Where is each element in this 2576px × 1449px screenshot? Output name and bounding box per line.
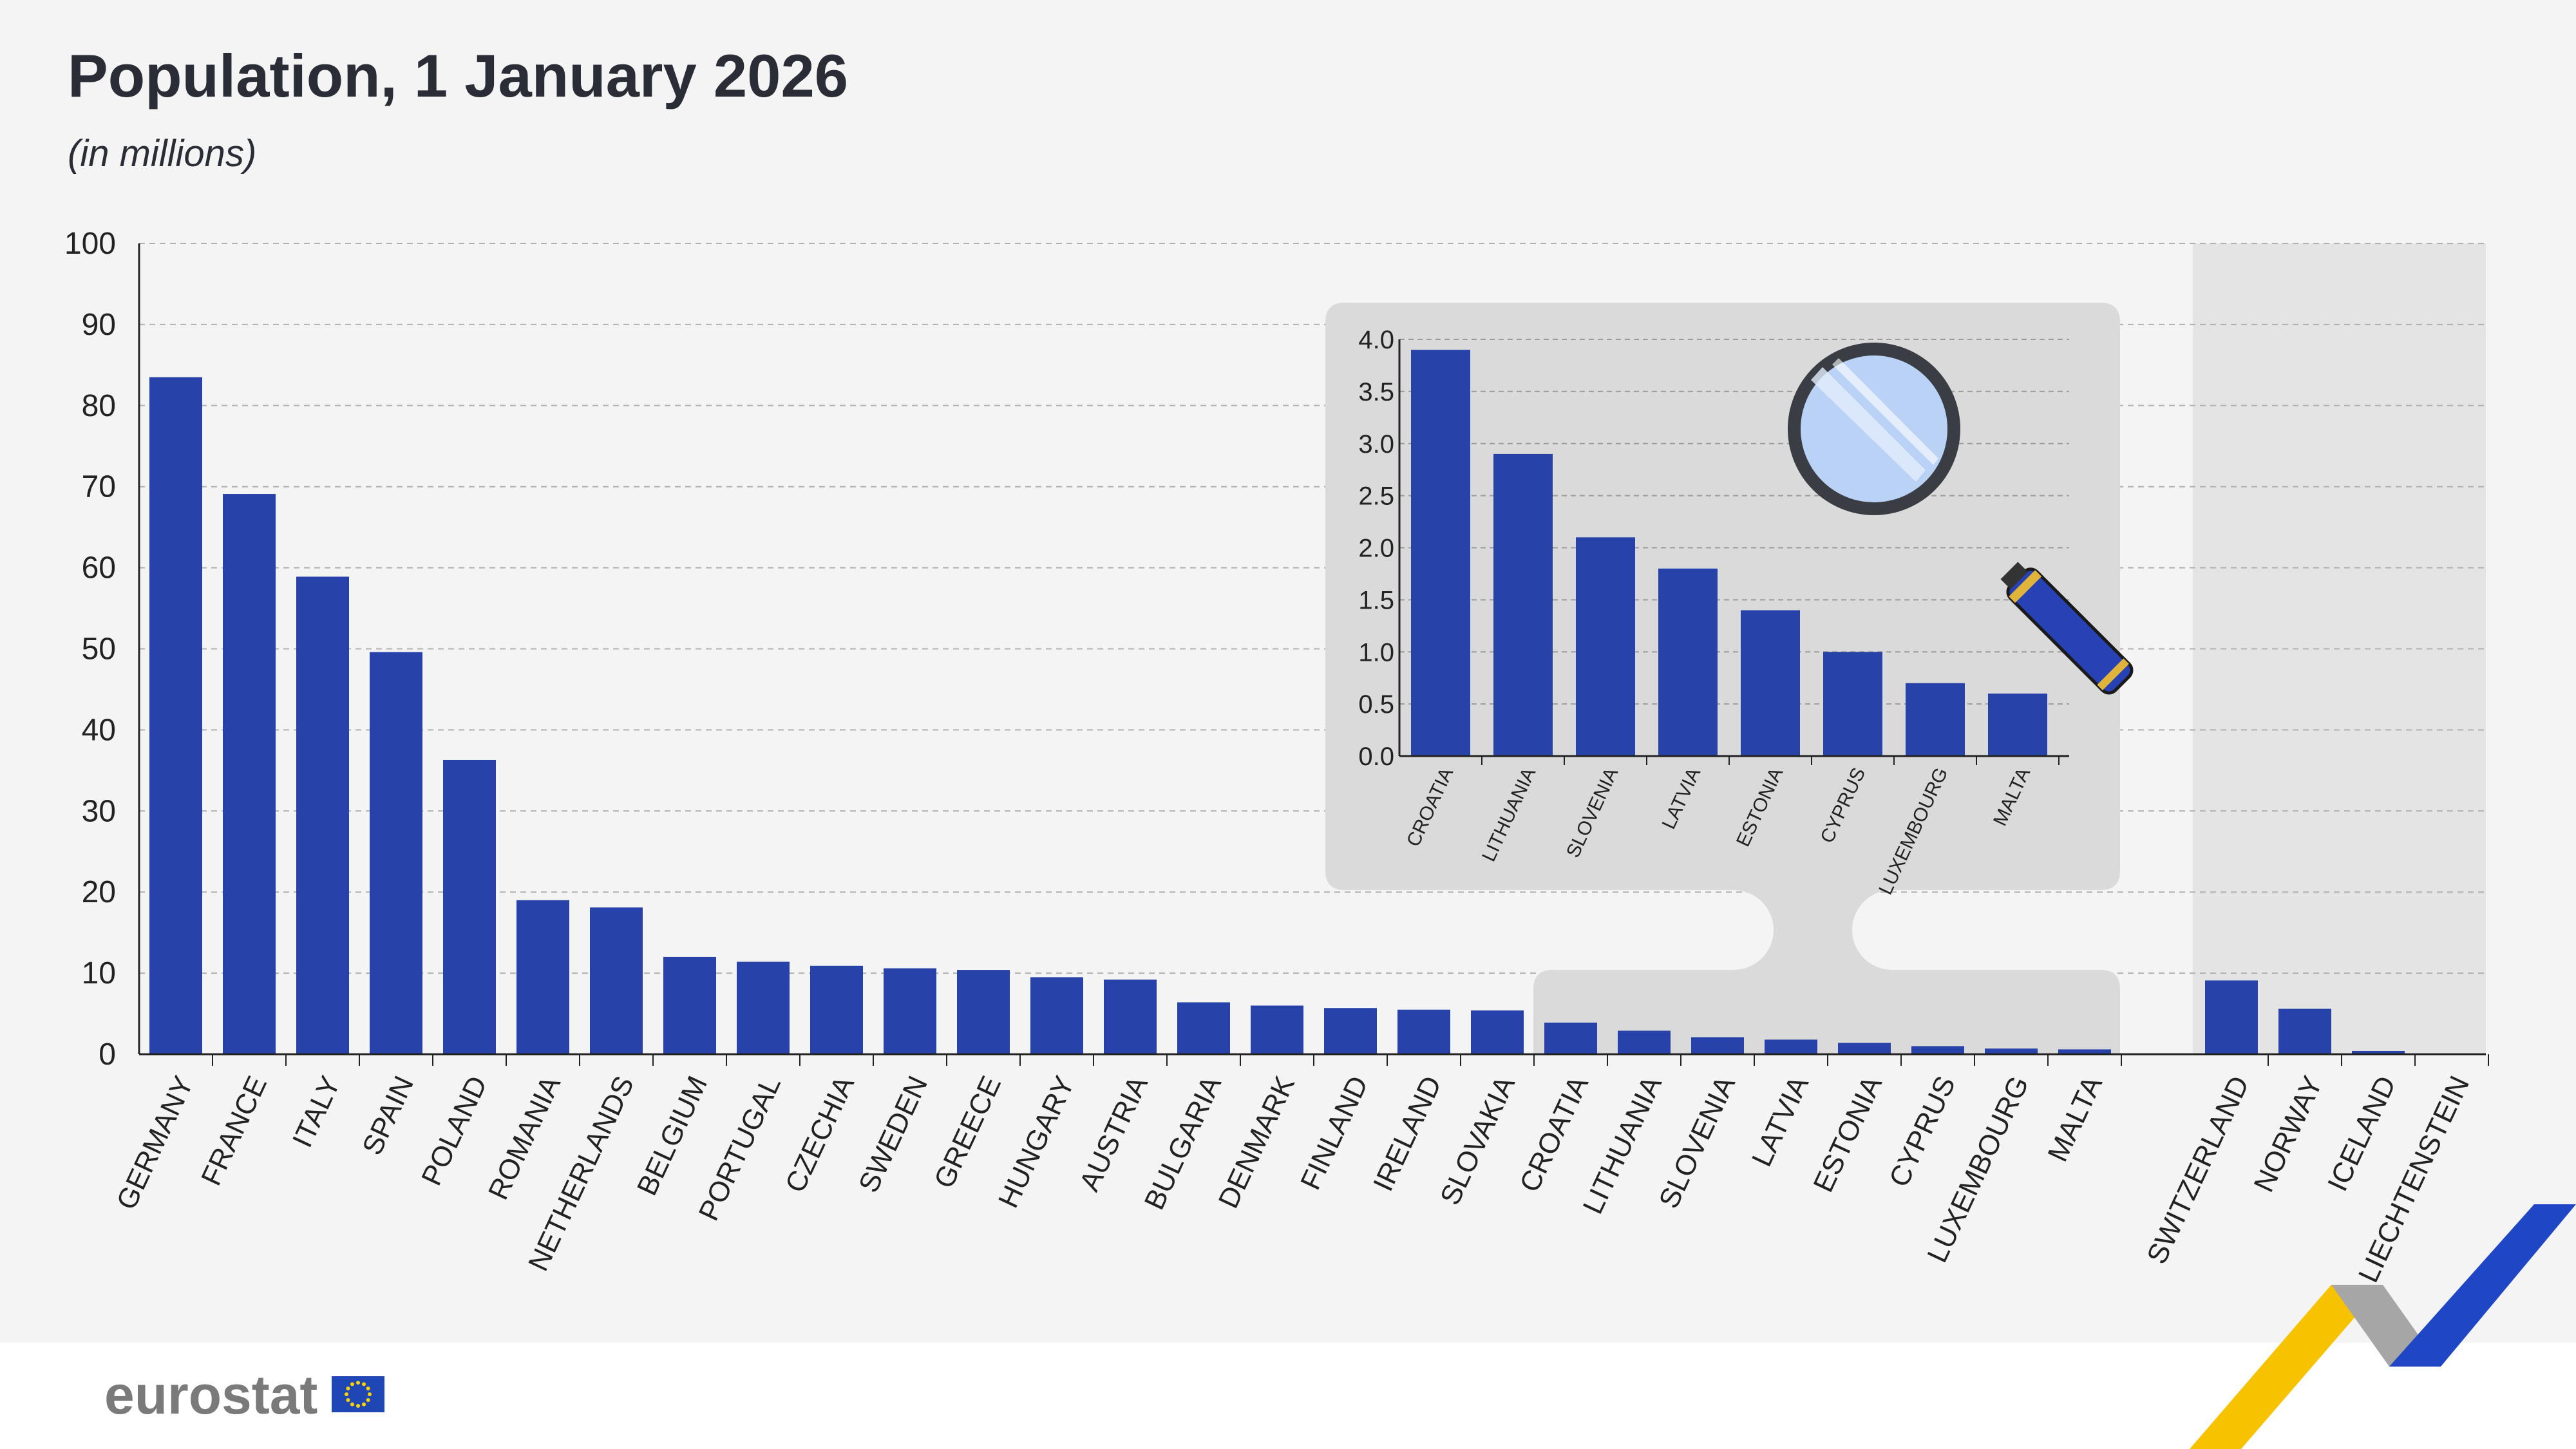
main-bar — [957, 970, 1010, 1054]
eu-flag-star — [362, 1402, 366, 1406]
inset-y-tick-labels: 0.0 0.5 1.0 1.5 2.0 2.5 3.0 3.5 4.0 — [1358, 326, 1394, 771]
main-y-tick-label: 0 — [99, 1037, 116, 1072]
main-y-tick-label: 90 — [82, 308, 116, 342]
main-bar — [1471, 1010, 1524, 1054]
main-bar — [1691, 1037, 1744, 1054]
eu-flag-icon — [332, 1376, 384, 1412]
inset-y-tick-label: 3.0 — [1358, 430, 1394, 459]
main-bar — [296, 576, 349, 1054]
inset-bar — [1411, 350, 1470, 756]
magnifying-glass-icon — [1788, 343, 2134, 695]
eurostat-logo-text: eurostat — [104, 1365, 317, 1425]
main-bar — [1251, 1005, 1303, 1054]
inset-y-tick-label: 3.5 — [1358, 378, 1394, 406]
main-bar — [1397, 1009, 1450, 1054]
main-y-tick-label: 60 — [82, 551, 116, 585]
inset-y-tick-label: 4.0 — [1358, 326, 1394, 354]
inset-bar — [1658, 568, 1718, 756]
main-y-tick-label: 10 — [82, 956, 116, 990]
main-bar — [370, 652, 422, 1054]
inset-y-tick-label: 1.5 — [1358, 586, 1394, 614]
main-bar — [1765, 1039, 1817, 1054]
main-bars — [149, 377, 2478, 1055]
eu-flag-star — [356, 1404, 360, 1408]
main-bar — [2352, 1050, 2405, 1054]
main-bar — [443, 759, 496, 1054]
inset-bar — [1906, 683, 1965, 756]
eu-flag-star — [346, 1398, 350, 1402]
main-y-tick-labels: 0 10 20 30 40 50 60 70 80 90 100 — [64, 227, 116, 1072]
inset-bars — [1411, 350, 2047, 756]
main-bar — [223, 494, 276, 1054]
main-bar — [1911, 1046, 1964, 1054]
main-y-tick-label: 20 — [82, 875, 116, 909]
ribbon-logo-icon — [2190, 1204, 2576, 1449]
main-y-tick-label: 70 — [82, 470, 116, 504]
inset-y-tick-label: 0.0 — [1358, 743, 1394, 771]
main-y-tick-label: 50 — [82, 632, 116, 667]
main-y-tick-label: 40 — [82, 713, 116, 747]
main-bar — [1104, 980, 1157, 1054]
main-bar — [2278, 1009, 2331, 1054]
eu-flag-star — [366, 1387, 370, 1390]
main-bar — [149, 377, 202, 1054]
inset-bar — [1493, 453, 1553, 756]
eu-flag-star — [350, 1402, 354, 1406]
main-x-tick-marks — [212, 1054, 2489, 1066]
main-bar — [1177, 1002, 1230, 1054]
inset-x-tick-marks — [1481, 756, 2060, 765]
chart-subtitle: (in millions) — [68, 133, 256, 175]
main-bar — [1985, 1048, 2038, 1054]
eu-flag-star — [368, 1392, 372, 1396]
inset-y-tick-label: 2.5 — [1358, 482, 1394, 511]
main-bar — [810, 965, 863, 1054]
main-bar — [1030, 977, 1083, 1054]
inset-bar — [1741, 610, 1800, 756]
eu-flag-star — [356, 1381, 360, 1385]
main-y-tick-label: 80 — [82, 389, 116, 423]
main-bar — [1324, 1008, 1377, 1054]
main-bar — [884, 968, 936, 1054]
eu-flag-star — [366, 1398, 370, 1402]
main-bar — [1838, 1043, 1891, 1054]
inset-bar — [1988, 693, 2047, 756]
eu-flag-star — [362, 1382, 366, 1387]
eu-flag-star — [350, 1382, 354, 1387]
main-y-tick-label: 30 — [82, 794, 116, 828]
main-bar — [2058, 1049, 2111, 1054]
main-bar — [1618, 1030, 1671, 1054]
eu-flag-star — [345, 1392, 348, 1396]
main-bar — [737, 961, 790, 1054]
main-bar — [516, 900, 569, 1054]
main-bar — [2205, 980, 2258, 1054]
chart-title: Population, 1 January 2026 — [68, 42, 848, 109]
footer-band — [0, 1343, 2576, 1449]
main-bar — [590, 907, 643, 1054]
main-bar — [1544, 1022, 1597, 1054]
main-bar — [663, 956, 716, 1054]
eu-flag-star — [346, 1387, 350, 1390]
inset-y-tick-label: 2.0 — [1358, 535, 1394, 563]
inset-bar — [1576, 537, 1635, 756]
inset-bar — [1823, 652, 1882, 756]
main-y-tick-label: 100 — [64, 227, 116, 261]
inset-y-tick-label: 0.5 — [1358, 690, 1394, 719]
inset-y-tick-label: 1.0 — [1358, 638, 1394, 667]
